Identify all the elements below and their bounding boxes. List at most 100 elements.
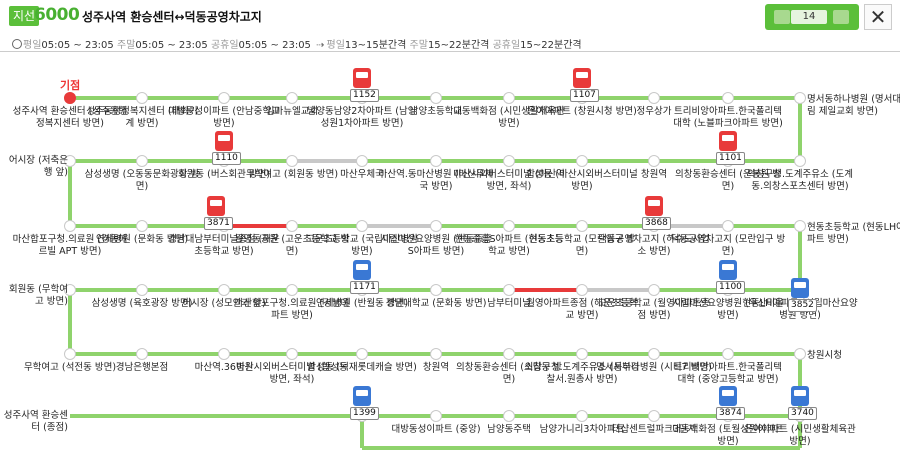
stop-marker[interactable] [286,92,298,104]
stop-marker[interactable] [648,284,660,296]
stop-marker[interactable] [576,410,588,422]
stop-label[interactable]: 시립마산요양병원 (우산미을 방면) [672,298,784,321]
stop-label[interactable]: 시립마산요양병원 (현동중흥S아파트 방면) [380,234,492,257]
stop-label[interactable]: 고운초등학교 (국립마산병원 방면) [306,234,418,257]
stop-marker[interactable] [503,220,515,232]
stop-marker[interactable] [576,220,588,232]
stop-marker[interactable] [286,348,298,360]
stop-marker[interactable] [794,155,806,167]
stop-marker[interactable] [64,348,76,360]
stop-label[interactable]: 정우상가 [636,106,672,117]
stop-label[interactable]: 현동초등학교 (현동LH아파트 방면) [807,222,900,245]
stop-label[interactable]: 경남대학교 (문화동 방면) [385,298,487,309]
stop-marker[interactable] [794,220,806,232]
stop-label[interactable]: 성주사역 환승센터 (종점) [3,410,68,433]
stop-marker[interactable] [430,220,442,232]
stop-label[interactable]: 현동중흥S아파트 (현동초등학교 방면) [454,234,564,257]
stop-label[interactable]: 어시장 (성모안과 앞) [182,298,266,309]
bus-icon[interactable] [353,68,371,88]
stop-label[interactable]: 성주동행정복지센터 (태화기계 방면) [86,106,198,129]
stop-marker[interactable] [722,348,734,360]
stop-marker[interactable] [218,92,230,104]
bus-icon[interactable] [719,260,737,280]
bus-icon[interactable] [791,386,809,406]
stop-marker[interactable] [503,155,515,167]
stop-marker[interactable] [576,155,588,167]
stop-marker[interactable] [64,284,76,296]
stop-marker[interactable] [576,284,588,296]
stop-label[interactable]: 월영동공원 (고운초등학교 방면) [234,234,350,257]
stop-label[interactable]: 덕동공영차고지 (하수도사업소 방면) [598,234,710,257]
bus-icon[interactable] [207,196,225,216]
stop-label[interactable]: 연세병원 (반월동 방면) [315,298,409,309]
stop-label[interactable]: 명서동하나병원 (명서대림 제일교회 방면) [807,94,900,117]
stop-label[interactable]: 마산역.동마산병원 (마산우체국 방면) [378,169,494,192]
stop-marker[interactable] [503,348,515,360]
stop-label[interactable]: 명서동하나병원 (시티7 방면) [596,362,712,373]
stop-label[interactable]: 어시장 (저축은행 앞) [8,155,68,178]
stop-marker[interactable] [218,348,230,360]
stop-label[interactable]: 남양가니리3차아파트 [539,424,625,435]
stop-label[interactable]: 은아아파트 (창원시청 방면) [527,106,637,117]
stop-label[interactable]: 더샵센트럴파크3단지 [611,424,697,435]
stop-marker[interactable] [430,92,442,104]
stop-label[interactable]: 의창구청.도계주유소 (도계동.의창스포츠센터 방면) [747,169,853,192]
stop-label[interactable]: 고운초등학교 (월영아파트종점 방면) [598,298,710,321]
close-button[interactable]: ✕ [864,4,892,30]
bus-icon[interactable] [791,278,809,298]
stop-marker[interactable] [286,220,298,232]
stop-label[interactable]: 대동백화점 (토월성원아파트 방면) [672,424,784,447]
stop-label[interactable]: 마산합포구청.의료원 (경동메르빌 APT 방면) [12,234,128,257]
stop-marker[interactable] [286,284,298,296]
stop-label[interactable]: 덕동공영차고지 (모란입구 방면) [670,234,786,257]
stop-label[interactable]: 트리비앙아파트.한국폴리텍대학 (중앙고등학교 방면) [674,362,782,385]
stop-marker[interactable] [356,220,368,232]
bus-count-toggle[interactable]: 14 [765,4,859,30]
stop-label[interactable]: 대방동성이파트 (안남중학교 방면) [168,106,280,129]
stop-label[interactable]: 삼성생명 (육호광장 방면) [91,298,193,309]
bus-icon[interactable] [719,386,737,406]
stop-label[interactable]: 남양동주택 [487,424,531,435]
stop-marker[interactable] [794,92,806,104]
bus-icon[interactable] [645,196,663,216]
stop-marker[interactable] [722,92,734,104]
stop-label[interactable]: 창원역 [422,362,450,373]
stop-label[interactable]: 창원시청 [807,350,842,361]
stop-marker[interactable] [136,348,148,360]
stop-label[interactable]: 회원동 (무학여고 방면) [8,284,68,307]
stop-label[interactable]: 대동백화점 (시민생활체육관 방면) [453,106,565,129]
bus-icon[interactable] [719,131,737,151]
stop-marker[interactable] [648,155,660,167]
stop-label[interactable]: 마산시외버스터미널 (마산역 방면, 좌석) [453,169,565,192]
stop-label[interactable]: 의창동환승센터 (소답동 방면) [456,362,562,385]
bus-icon[interactable] [353,386,371,406]
bus-icon[interactable] [573,68,591,88]
stop-marker[interactable] [286,155,298,167]
stop-marker[interactable] [64,220,76,232]
stop-marker[interactable] [503,284,515,296]
stop-marker[interactable] [136,284,148,296]
stop-label[interactable]: 남부터미널 [487,298,531,309]
stop-marker[interactable] [430,155,442,167]
bus-icon[interactable] [353,260,371,280]
stop-label[interactable]: 성주사역 환승센터 (성주동행정복지센터 방면) [12,106,128,129]
stop-label[interactable]: 의창구청.도계주유소 (서부경찰서.원총사 방면) [524,362,640,385]
stop-label[interactable]: 합성동 (마산시외버스터미널 방면) [526,169,638,192]
stop-marker[interactable] [648,410,660,422]
stop-marker[interactable] [64,155,76,167]
stop-marker[interactable] [218,284,230,296]
bus-icon[interactable] [215,131,233,151]
stop-label[interactable]: 대방동성이파트 (중앙) [391,424,481,435]
stop-label[interactable]: 무학여고 (회원동 방면) [245,169,339,180]
stop-label[interactable]: 현동초등학교 (모란입구 방면) [529,234,635,257]
stop-label[interactable]: 마산역.36병원 [194,362,254,373]
stop-marker[interactable] [722,220,734,232]
stop-marker[interactable] [430,410,442,422]
stop-label[interactable]: 월영아파트종점 (해운초등학교 방면) [526,298,638,321]
stop-label[interactable]: 트리비앙아파트.한국폴리텍대학 (노블파크아파트 방면) [673,106,783,129]
stop-marker[interactable] [430,348,442,360]
stop-marker[interactable] [430,284,442,296]
stop-label[interactable]: 마산합포구청.의료원 (경남데파트 방면) [234,298,350,321]
stop-label[interactable]: 의창동환승센터 (운봉원 방면) [675,169,781,192]
stop-label[interactable]: 경남은행본점 [115,362,169,373]
